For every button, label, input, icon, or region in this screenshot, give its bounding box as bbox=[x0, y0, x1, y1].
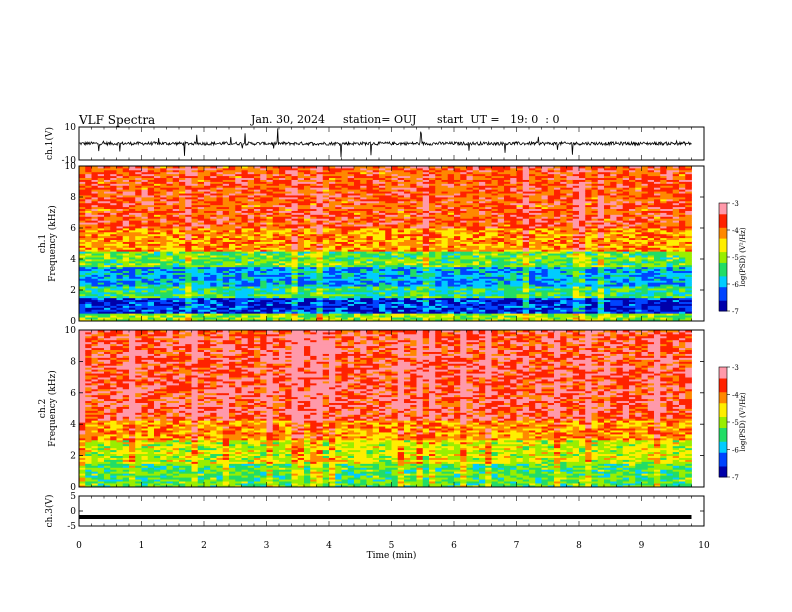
colorbar-label: log(PSD) (V²/Hz) bbox=[739, 227, 747, 286]
y-axis-label: ch.1(V) bbox=[44, 127, 55, 160]
y-tick-label: 2 bbox=[70, 286, 76, 296]
colorbar-tick-label: -5 bbox=[732, 419, 739, 427]
y-tick-label: 8 bbox=[70, 357, 76, 367]
x-tick-label: 1 bbox=[139, 541, 145, 551]
x-tick-label: 10 bbox=[698, 541, 710, 551]
colorbar-tick-label: -7 bbox=[732, 474, 739, 482]
station-label: station= OUJ bbox=[343, 113, 417, 126]
colorbar-tick-label: -6 bbox=[732, 447, 739, 455]
colorbar-tick-label: -7 bbox=[732, 308, 739, 316]
y-tick-label: 10 bbox=[65, 162, 77, 172]
y-tick-label: -10 bbox=[62, 156, 77, 166]
y-tick-label: 8 bbox=[70, 193, 76, 203]
y-axis-label: ch.3(V) bbox=[44, 495, 55, 528]
x-tick-label: 8 bbox=[576, 541, 582, 551]
x-tick-label: 2 bbox=[201, 541, 207, 551]
y-tick-label: 0 bbox=[70, 483, 76, 493]
x-tick-label: 3 bbox=[264, 541, 270, 551]
colorbar-tick-label: -3 bbox=[732, 200, 739, 208]
x-tick-label: 4 bbox=[326, 541, 332, 551]
y-tick-label: 0 bbox=[70, 317, 76, 327]
y-tick-label: 10 bbox=[65, 123, 77, 133]
ch1_waveform-trace bbox=[78, 128, 692, 158]
colorbar-tick-label: -4 bbox=[732, 392, 739, 400]
y-tick-label: 5 bbox=[70, 492, 76, 502]
colorbar-tick-label: -5 bbox=[732, 254, 739, 262]
x-tick-label: 5 bbox=[389, 541, 395, 551]
y-tick-label: 6 bbox=[70, 389, 76, 399]
x-axis-label: Time (min) bbox=[367, 550, 417, 561]
panel-label: ch.2 bbox=[38, 399, 48, 418]
date-label: Jan. 30, 2024 bbox=[251, 113, 326, 126]
y-tick-label: 4 bbox=[70, 255, 76, 265]
x-tick-label: 6 bbox=[451, 541, 457, 551]
colorbar-tick-label: -6 bbox=[732, 281, 739, 289]
y-tick-label: 10 bbox=[65, 326, 77, 336]
y-tick-label: 6 bbox=[70, 224, 76, 234]
ch1_spectrogram-image bbox=[79, 166, 692, 322]
ch1_waveform-panel: 10 -10 ch.1(V) bbox=[44, 123, 705, 166]
y-axis-label: Frequency (kHz) bbox=[47, 205, 58, 282]
y-tick-label: 2 bbox=[70, 452, 76, 462]
x-axis: 0 1 2 3 4 5 6 7 8 9 10 Time (min) bbox=[76, 541, 710, 561]
ch2_spectrogram-panel: 0 2 4 6 8 10 ch.2 Frequency (kHz) bbox=[38, 326, 705, 493]
ch1_spectrogram-panel: 0 2 4 6 8 10 ch.1 Frequency (kHz) bbox=[38, 162, 705, 327]
ch3_waveform-panel: 5 0 -5 ch.3(V) bbox=[44, 492, 705, 532]
y-tick-label: -5 bbox=[67, 522, 76, 532]
colorbar-tick-label: -3 bbox=[732, 364, 739, 372]
start-time-label: start UT = 19: 0 : 0 bbox=[437, 113, 560, 126]
ch2_spectrogram-colorbar: -3 -4 -5 -6 -7 log(PSD) (V²/Hz) bbox=[718, 364, 747, 482]
x-tick-label: 7 bbox=[514, 541, 520, 551]
y-tick-label: 0 bbox=[70, 507, 76, 517]
colorbar-label: log(PSD) (V²/Hz) bbox=[739, 392, 747, 451]
colorbar-tick-label: -4 bbox=[732, 227, 739, 235]
chart-title: VLF Spectra bbox=[79, 113, 156, 127]
y-axis-label: Frequency (kHz) bbox=[47, 370, 58, 447]
x-tick-label: 0 bbox=[76, 541, 82, 551]
x-tick-label: 9 bbox=[639, 541, 645, 551]
ch1_spectrogram-colorbar: -3 -4 -5 -6 -7 log(PSD) (V²/Hz) bbox=[718, 200, 747, 316]
y-tick-label: 4 bbox=[70, 420, 76, 430]
ch2_spectrogram-image bbox=[79, 330, 692, 488]
panel-label: ch.1 bbox=[38, 234, 48, 253]
